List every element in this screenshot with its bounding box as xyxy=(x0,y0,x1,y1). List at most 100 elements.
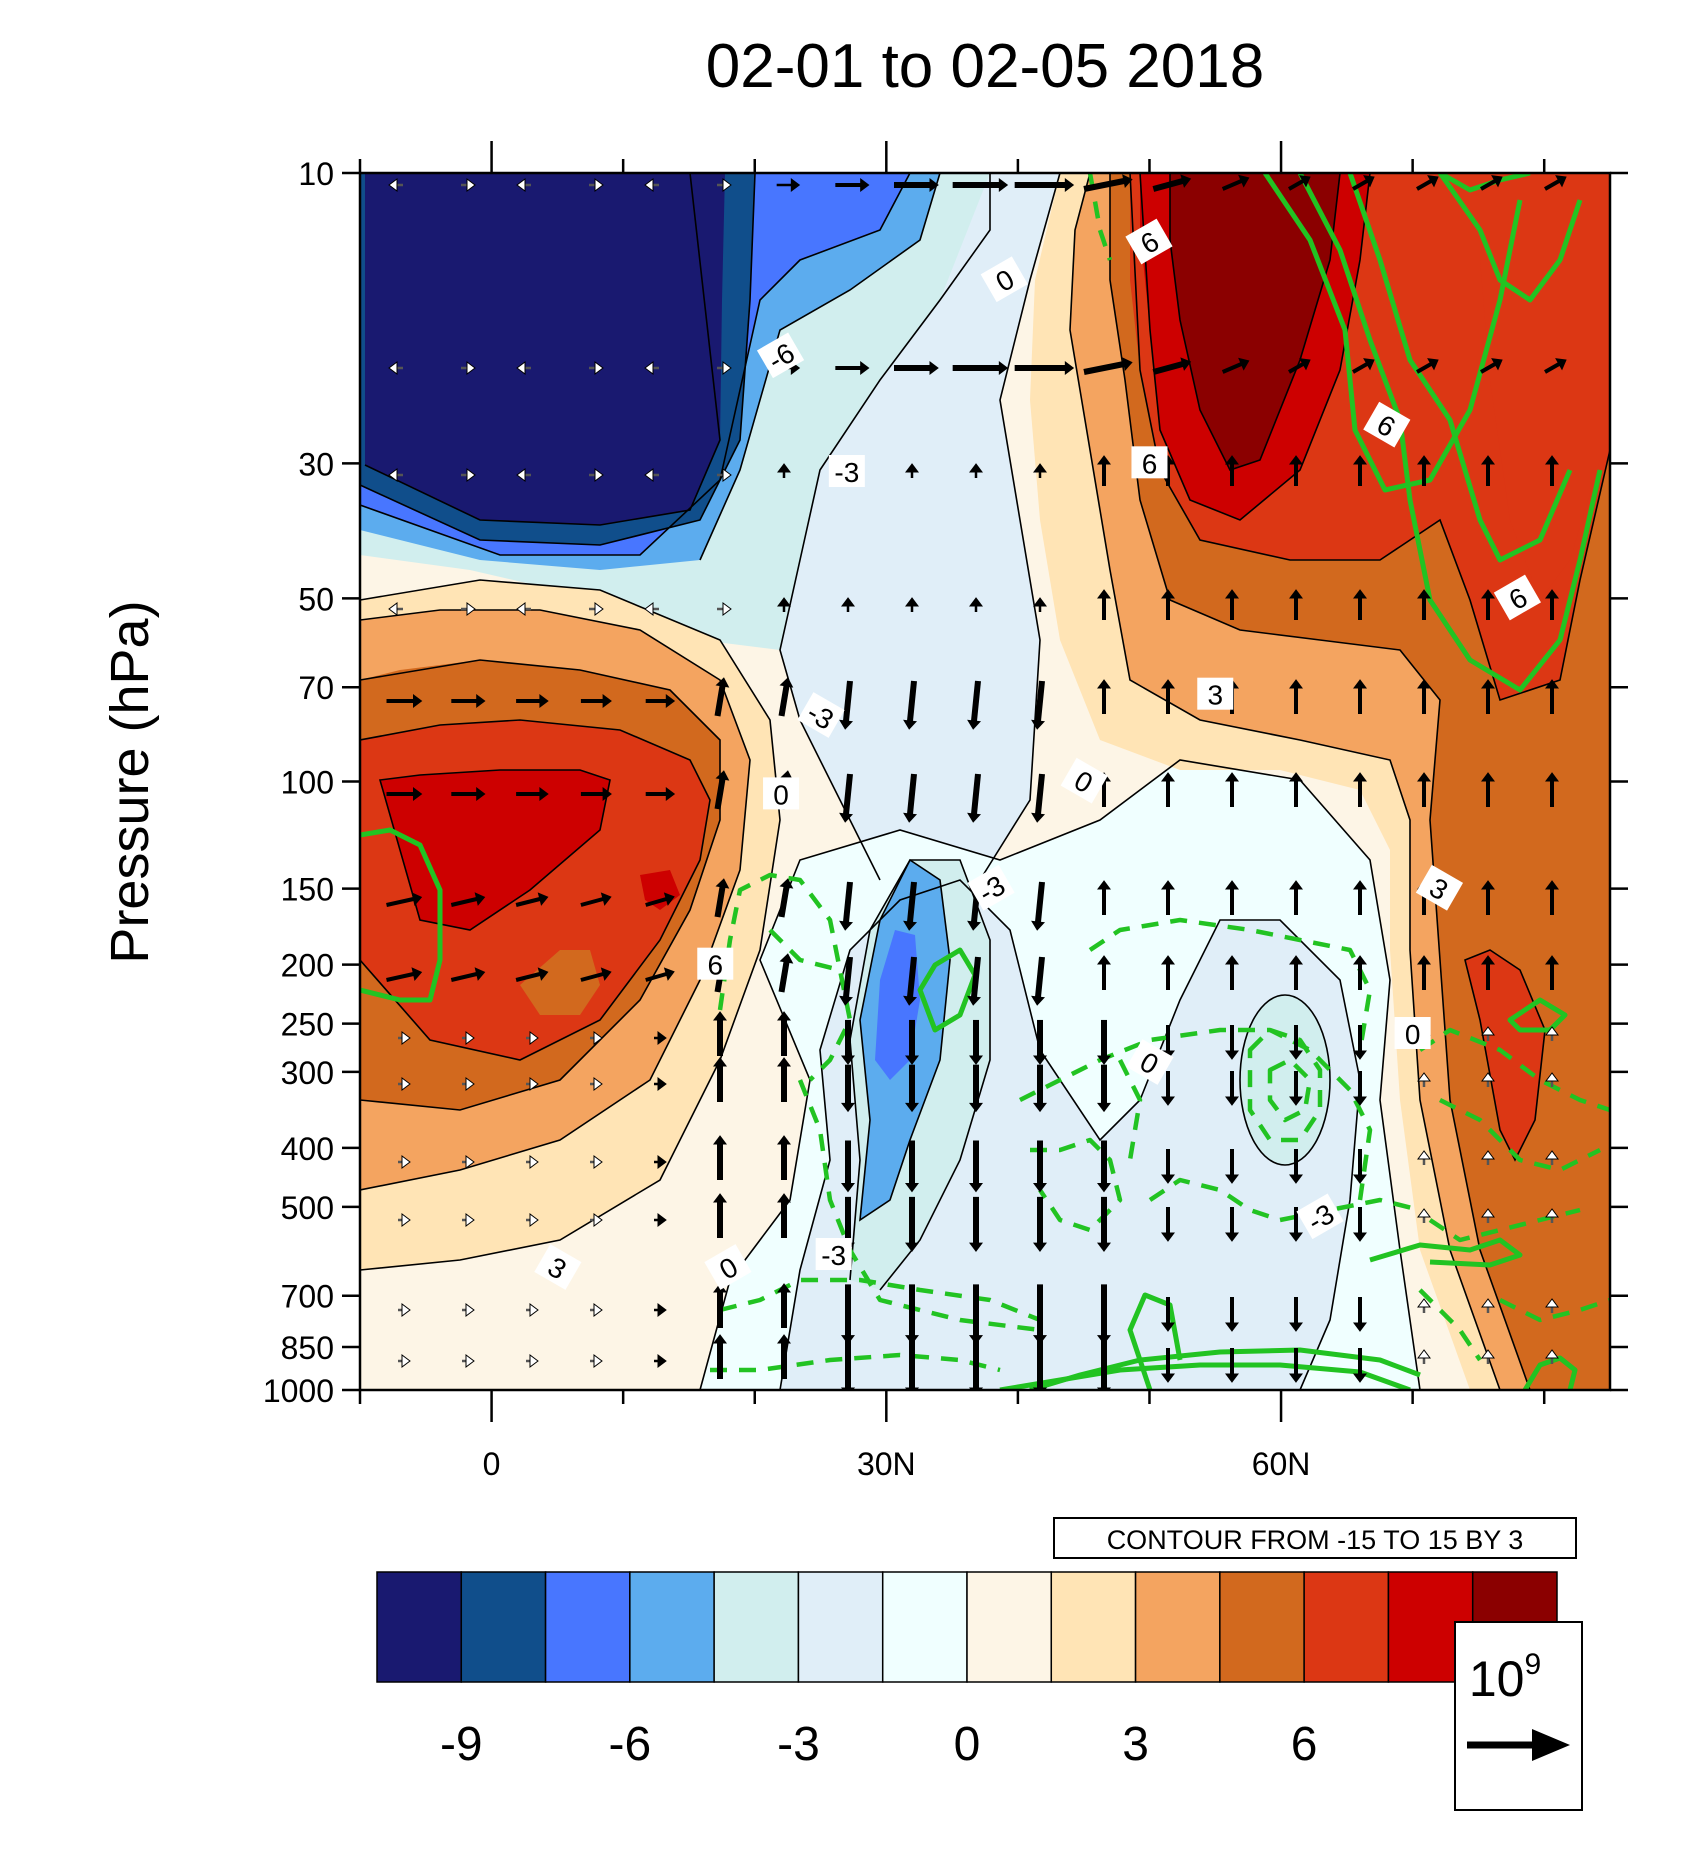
x-tick-label: 60N xyxy=(1252,1446,1311,1482)
vector-arrow xyxy=(778,961,790,993)
vector-arrowhead xyxy=(905,1242,919,1252)
vector-arrowhead xyxy=(657,1031,667,1045)
y-tick-label: 200 xyxy=(281,948,334,984)
vector-arrowhead xyxy=(529,1354,539,1368)
colorbar-swatch xyxy=(1134,1571,1221,1683)
vector-arrowhead xyxy=(657,1354,667,1368)
vector-arrowhead xyxy=(1031,719,1046,730)
contour-label: 0 xyxy=(1394,1017,1431,1050)
contour-label: 6 xyxy=(1363,401,1411,448)
vector-arrow xyxy=(1083,361,1125,375)
vector-arrowhead xyxy=(1097,880,1111,890)
vector-arrowhead xyxy=(602,787,612,801)
vector-arrowhead xyxy=(903,920,918,931)
vector-arrowhead xyxy=(593,1155,603,1169)
vector-arrowhead xyxy=(860,361,870,375)
vector-arrow xyxy=(386,897,414,907)
vector-arrow xyxy=(1035,773,1045,815)
vector-arrowhead xyxy=(779,878,794,889)
vector-arrowhead xyxy=(411,892,423,906)
vector-arrowhead xyxy=(1353,1232,1367,1242)
vector-arrowhead xyxy=(1225,1322,1239,1332)
vector-arrowhead xyxy=(593,1303,603,1317)
y-tick-label: 30 xyxy=(298,446,334,482)
vector-field xyxy=(386,174,1567,1390)
vector-arrowhead xyxy=(1161,1096,1175,1106)
vector-arrowhead xyxy=(713,1334,727,1344)
vector-arrowhead xyxy=(537,967,549,981)
vector-arrowhead xyxy=(1161,1373,1175,1383)
vector-arrow xyxy=(1035,881,1045,923)
vector-arrowhead xyxy=(388,602,398,616)
vector-arrowhead xyxy=(1481,1026,1495,1036)
y-tick-label: 500 xyxy=(281,1190,334,1226)
vector-arrowhead xyxy=(1545,1026,1559,1036)
vector-arrowhead xyxy=(929,361,939,375)
vector-arrowhead xyxy=(1161,1232,1175,1242)
vector-arrowhead xyxy=(1031,995,1046,1006)
vector-arrowhead xyxy=(644,602,654,616)
vector-arrowhead xyxy=(1161,1322,1175,1332)
vector-arrow xyxy=(1035,680,1045,722)
vector-arrowhead xyxy=(1225,772,1239,782)
vector-arrow xyxy=(1416,179,1432,191)
vector-arrowhead xyxy=(413,694,423,708)
vector-arrowhead xyxy=(1481,1349,1495,1359)
vector-arrowhead xyxy=(657,1155,667,1169)
vector-arrowhead xyxy=(841,1183,855,1193)
contour-label-text: 3 xyxy=(1207,680,1223,711)
vector-arrowhead xyxy=(1353,955,1367,965)
field-fill-region xyxy=(365,173,725,525)
y-tick-label: 300 xyxy=(281,1055,334,1091)
vector-arrowhead xyxy=(529,1303,539,1317)
vector-arrowhead xyxy=(1289,1050,1303,1060)
y-tick-label: 850 xyxy=(281,1330,334,1366)
vector-arrowhead xyxy=(967,719,982,730)
vector-arrow xyxy=(515,972,541,982)
contour-label-box xyxy=(1394,1017,1431,1050)
green-contours xyxy=(360,173,1603,1390)
vector-arrowhead xyxy=(539,787,549,801)
vector-arrow xyxy=(645,897,667,907)
vector-arrowhead xyxy=(1417,1208,1431,1218)
reference-vector-exponent: 9 xyxy=(1524,1648,1541,1681)
vector-arrowhead xyxy=(1289,955,1303,965)
vector-arrow xyxy=(450,897,478,907)
contour-label-box xyxy=(704,1244,752,1290)
vector-arrowhead xyxy=(1545,955,1559,965)
contour-label-box xyxy=(534,1244,582,1290)
vector-arrowhead xyxy=(1353,1050,1367,1060)
colorbar xyxy=(376,1571,1558,1683)
vector-arrow xyxy=(1416,362,1432,374)
vector-arrowhead xyxy=(388,178,398,192)
contour-label-box xyxy=(1125,218,1173,265)
vector-arrowhead xyxy=(1161,880,1175,890)
field-fill-region xyxy=(1240,995,1330,1165)
vector-arrow xyxy=(714,886,726,918)
vector-arrowhead xyxy=(905,1183,919,1193)
vector-arrowhead xyxy=(594,468,604,482)
vector-arrowhead xyxy=(1225,455,1239,465)
vector-arrowhead xyxy=(715,770,730,781)
colorbar-label: 3 xyxy=(1122,1718,1149,1771)
vector-arrowhead xyxy=(1555,175,1567,188)
vector-arrowhead xyxy=(1363,175,1375,188)
vector-arrowhead xyxy=(903,995,918,1006)
vector-arrowhead xyxy=(1097,1242,1111,1252)
vector-arrowhead xyxy=(465,1213,475,1227)
vector-arrowhead xyxy=(474,892,486,906)
contour-label: 3 xyxy=(1415,864,1464,911)
contour-label-box xyxy=(1131,446,1168,479)
vector-arrowhead xyxy=(905,1102,919,1113)
vector-arrowhead xyxy=(839,719,854,730)
vector-arrowhead xyxy=(1097,589,1111,599)
vector-arrowhead xyxy=(839,920,854,931)
vector-arrow xyxy=(1221,362,1243,374)
vector-arrow xyxy=(1152,178,1184,192)
vector-arrowhead xyxy=(1097,679,1111,689)
vector-arrowhead xyxy=(1033,1055,1047,1065)
vector-arrowhead xyxy=(1353,455,1367,465)
vector-arrow xyxy=(1544,179,1560,191)
vector-arrow xyxy=(645,972,667,982)
vector-arrowhead xyxy=(644,178,654,192)
